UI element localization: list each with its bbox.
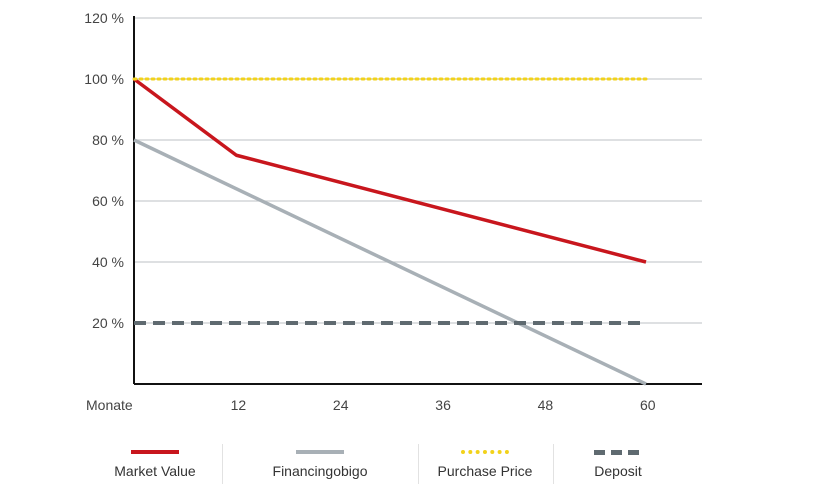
axes	[133, 16, 702, 385]
series-lines	[132, 77, 648, 386]
y-tick-label-80: 80 %	[92, 132, 124, 148]
series-line-financingobigo	[133, 138, 647, 386]
legend-item-financingobigo: Financingobigo	[250, 436, 390, 490]
legend-swatch-deposit	[594, 450, 642, 455]
x-tick-label-60: 60	[640, 397, 656, 413]
y-tick-label-20: 20 %	[92, 315, 124, 331]
legend-label-financingobigo: Financingobigo	[272, 463, 368, 479]
legend-label-deposit: Deposit	[594, 463, 642, 479]
y-tick-label-100: 100 %	[84, 71, 124, 87]
legend-swatch-market-value	[131, 450, 179, 454]
legend-swatch-financingobigo	[296, 450, 344, 454]
chart-legend: Market Value Financingobigo Purchase Price…	[0, 436, 835, 496]
legend-label-purchase-price: Purchase Price	[437, 463, 533, 479]
legend-swatch-purchase-price	[461, 450, 509, 454]
legend-item-deposit: Deposit	[568, 436, 668, 490]
legend-item-purchase-price: Purchase Price	[415, 436, 555, 490]
y-tick-label-60: 60 %	[92, 193, 124, 209]
y-tick-label-40: 40 %	[92, 254, 124, 270]
x-tick-label-36: 36	[435, 397, 451, 413]
x-tick-label-48: 48	[538, 397, 554, 413]
legend-label-market-value: Market Value	[114, 463, 196, 479]
legend-divider	[418, 444, 419, 484]
x-tick-label-12: 12	[231, 397, 247, 413]
line-chart: 20 % 40 % 60 % 80 % 100 % 120 % Monate 12 24 36 48…	[84, 10, 702, 413]
x-tick-label-24: 24	[333, 397, 349, 413]
legend-item-market-value: Market Value	[100, 436, 210, 490]
tick-labels: 20 % 40 % 60 % 80 % 100 % 120 % Monate 12 24 36 48…	[84, 10, 656, 413]
legend-divider	[553, 444, 554, 484]
x-axis-label: Monate	[86, 397, 133, 413]
y-tick-label-120: 120 %	[84, 10, 124, 26]
legend-divider	[222, 444, 223, 484]
series-line-market-value	[132, 77, 647, 264]
